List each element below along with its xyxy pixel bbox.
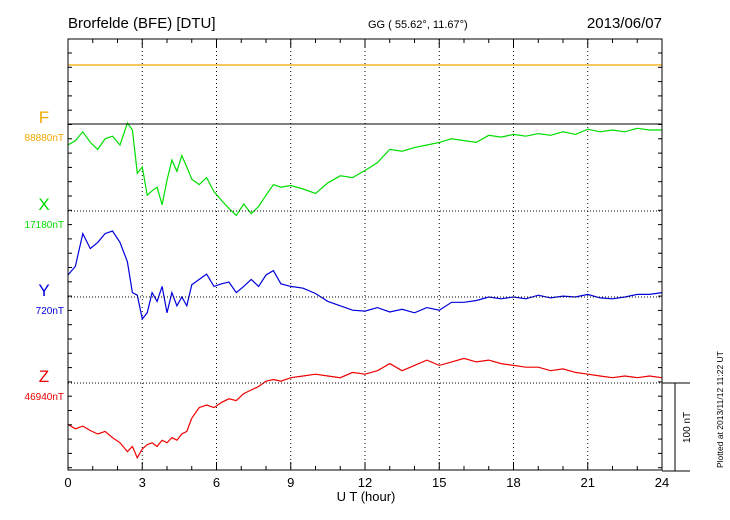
x-tick-label: 21: [581, 475, 595, 490]
x-axis-label: U T (hour): [337, 489, 396, 504]
station-title: Brorfelde (BFE) [DTU]: [68, 15, 216, 32]
x-tick-label: 18: [506, 475, 520, 490]
scale-bar: 100 nT: [662, 382, 693, 472]
series-labels: F 88880nT X 17180nT Y 720nT Z 46940nT: [25, 108, 64, 403]
axis-ticks: [67, 39, 663, 470]
x-tick-label: 15: [432, 475, 446, 490]
series-name-y: Y: [38, 281, 49, 300]
x-tick-label: 3: [139, 475, 146, 490]
series-line-x: [68, 121, 662, 217]
plotted-timestamp: Plotted at 2013/11/12 11:22 UT: [715, 351, 725, 468]
x-tick-label: 0: [64, 475, 71, 490]
series-name-x: X: [38, 195, 49, 214]
baseline-value-z: 46940nT: [25, 392, 64, 403]
baseline-value-f: 88880nT: [25, 133, 64, 144]
series-line-z: [68, 357, 662, 460]
series-line-y: [68, 230, 662, 321]
station-coords: GG ( 55.62°, 11.67°): [368, 19, 468, 31]
date-label: 2013/06/07: [587, 15, 662, 32]
x-tick-label: 24: [655, 475, 669, 490]
series-layer: [68, 64, 662, 460]
baseline-value-y: 720nT: [36, 306, 64, 317]
baselines: [68, 123, 662, 384]
x-tick-label: 12: [358, 475, 372, 490]
x-tick-label: 6: [213, 475, 220, 490]
x-tick-label: 9: [287, 475, 294, 490]
x-tick-labels: 0 3 6 9 12 15 18 21 24: [64, 475, 669, 490]
series-name-f: F: [39, 108, 49, 127]
scale-bar-label: 100 nT: [682, 412, 693, 443]
baseline-value-x: 17180nT: [25, 220, 64, 231]
series-name-z: Z: [39, 367, 49, 386]
